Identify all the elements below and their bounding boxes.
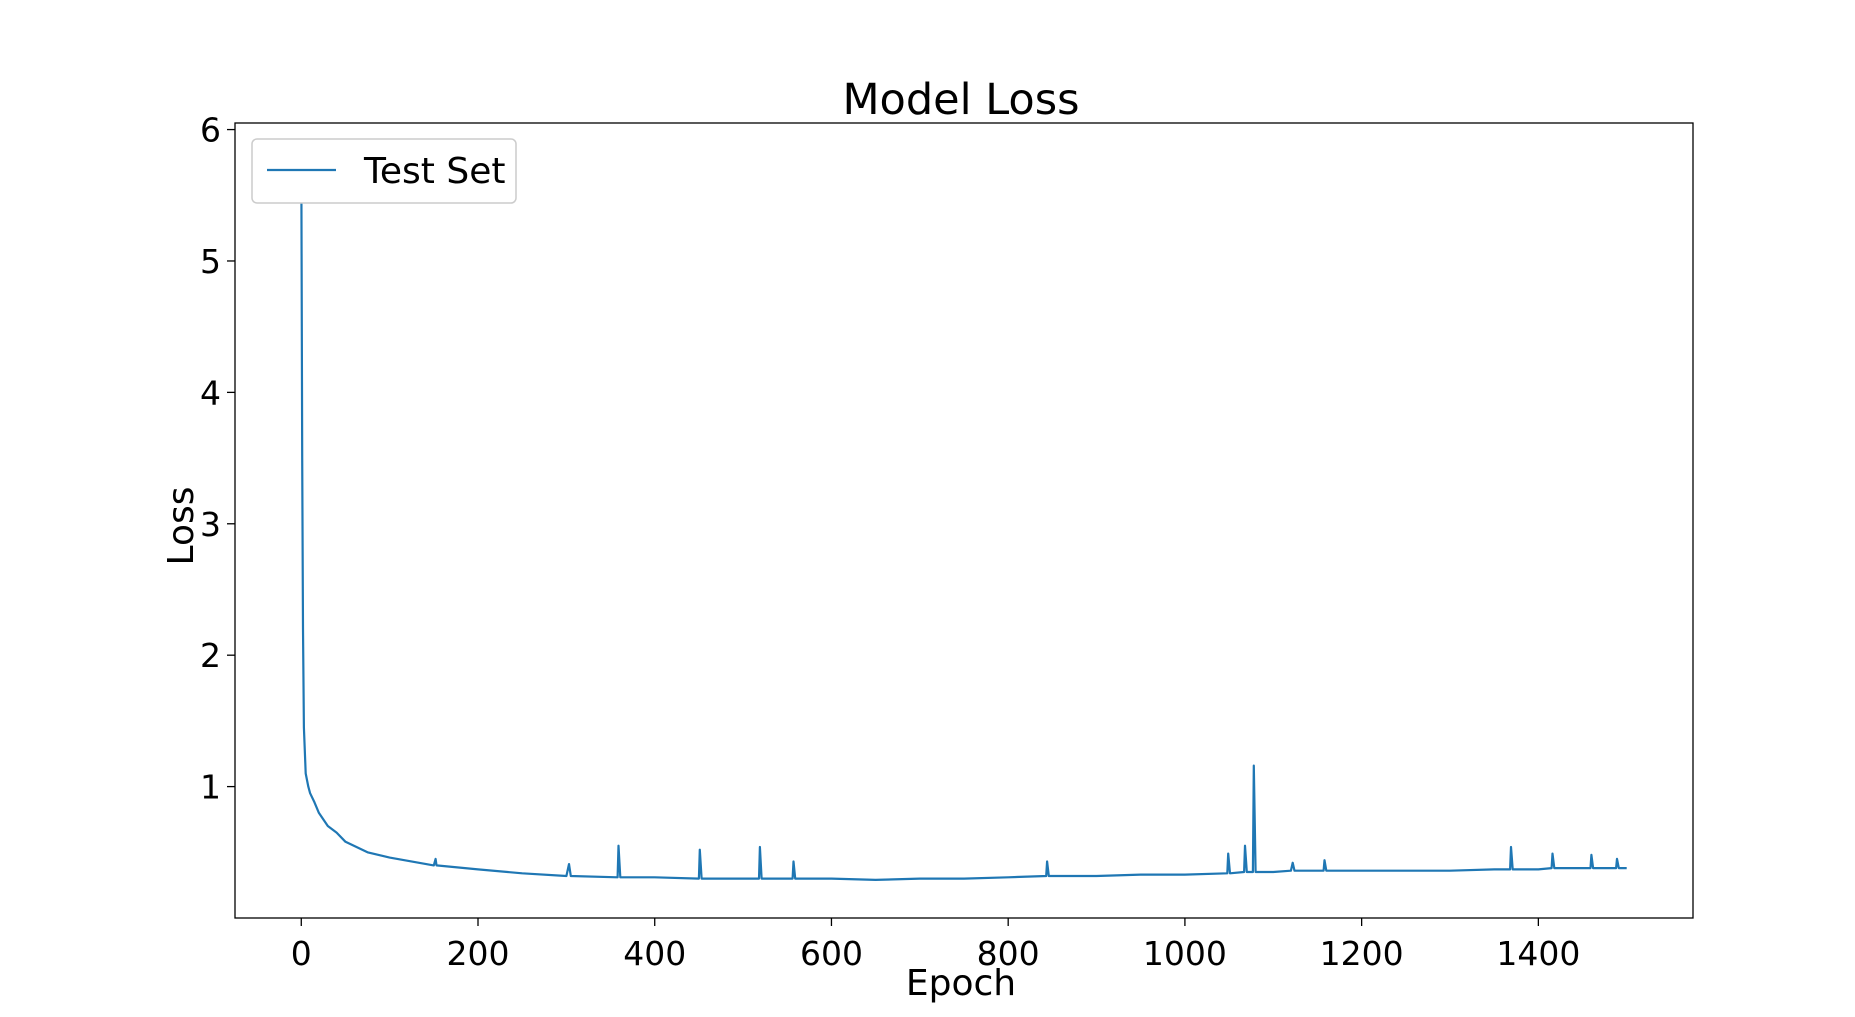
x-tick-label: 1200	[1320, 934, 1404, 973]
x-tick-label: 400	[623, 934, 686, 973]
x-tick-label: 200	[447, 934, 510, 973]
chart-title: Model Loss	[842, 75, 1079, 125]
y-tick-label: 3	[200, 505, 221, 544]
legend: Test Set	[251, 138, 517, 204]
x-axis: 0 200 400 600 800 1000 1200 1400	[291, 918, 1580, 973]
series-line-test-set	[300, 155, 1627, 882]
y-tick-label: 6	[200, 111, 221, 150]
y-tick-label: 2	[200, 636, 221, 675]
legend-box	[251, 138, 517, 204]
y-tick-label: 1	[200, 768, 221, 807]
x-tick-label: 800	[977, 934, 1040, 973]
x-tick-label: 1000	[1143, 934, 1227, 973]
legend-label-test-set: Test Set	[363, 151, 505, 192]
y-tick-label: 5	[200, 242, 221, 281]
y-tick-label: 4	[200, 373, 221, 412]
y-axis-title: Loss	[161, 487, 202, 566]
x-tick-label: 0	[291, 934, 312, 973]
y-axis: 1 2 3 4 5 6	[200, 111, 235, 807]
plot-frame	[234, 122, 1694, 919]
x-tick-label: 1400	[1496, 934, 1580, 973]
x-tick-label: 600	[800, 934, 863, 973]
x-axis-title: Epoch	[906, 963, 1016, 1004]
